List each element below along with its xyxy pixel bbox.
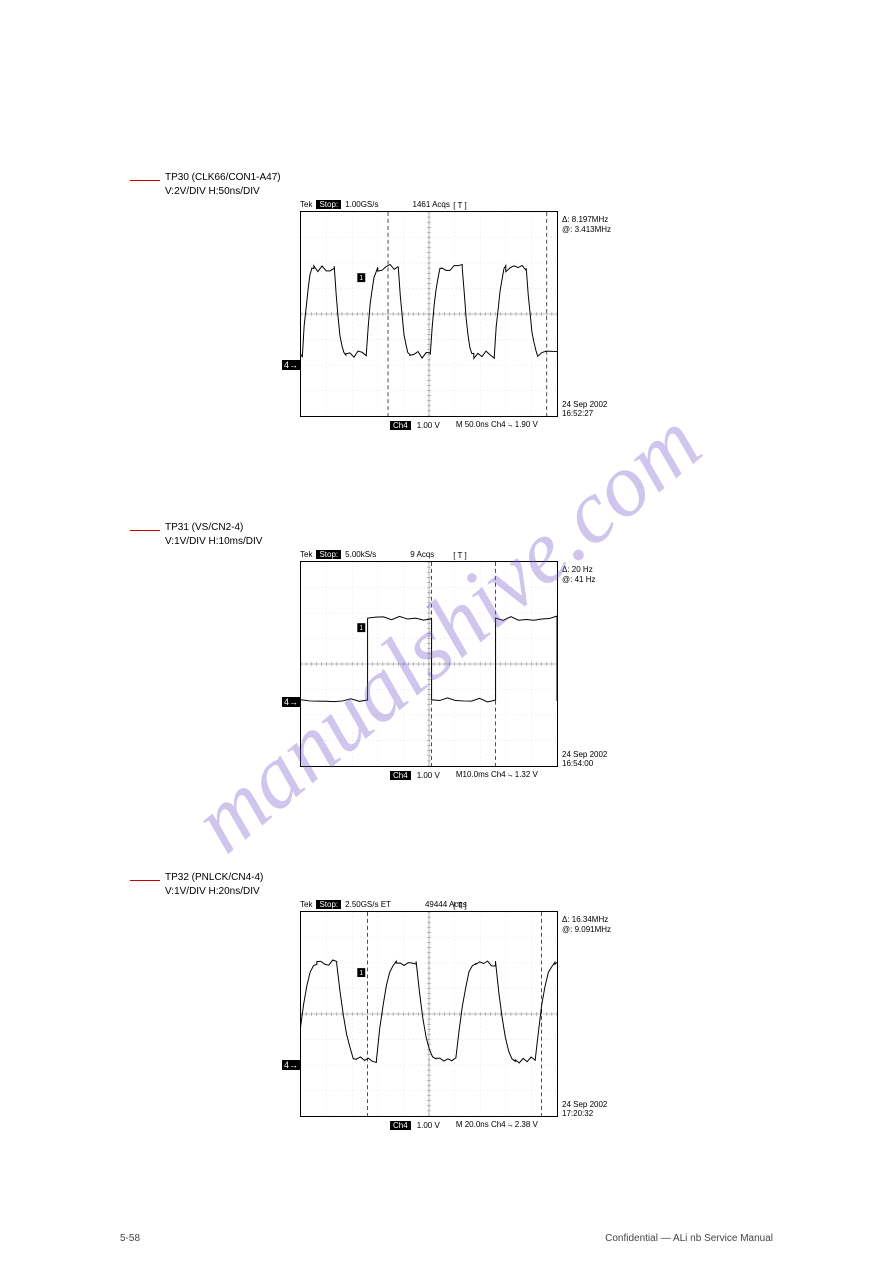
at-readout: @: 41 Hz [562,575,595,585]
at-readout: @: 9.091MHz [562,925,611,935]
gnd-marker: 4→ [282,1060,300,1070]
cursor-readout: Δ: 8.197MHz @: 3.413MHz [562,215,611,236]
scope-trace: 1 [301,212,557,416]
channel-badge: Ch4 [390,421,411,430]
tp32-scale: V:1V/DIV H:20ns/DIV [165,886,260,897]
scope-time: 16:54:00 [562,759,607,769]
page-number: 5-58 [120,1233,140,1244]
channel-badge: Ch4 [390,771,411,780]
scope-trace: 1 [301,562,557,766]
sample-rate: 1.00GS/s [345,200,378,209]
t-bracket: [ T ] [453,551,467,560]
scope-tp31: Tek Stop: 5.00kS/s 9 Acqs [ T ] 1 4→ Δ: … [300,550,620,780]
acqs-count: 9 Acqs [410,550,434,559]
t-bracket: [ T ] [453,201,467,210]
tek-label: Tek [300,550,312,559]
svg-text:1: 1 [359,625,363,632]
t-bracket: [ T ] [453,901,467,910]
scope-frame: 1 [300,561,558,767]
tp30-scale: V:2V/DIV H:50ns/DIV [165,186,260,197]
tp31-label: TP31 (VS/CN2-4) [165,522,243,533]
scope-bottom-bar: Ch4 1.00 V M 50.0ns Ch4 ⨫ 1.90 V [390,420,620,430]
gnd-marker: 4→ [282,697,300,707]
cursor-readout: Δ: 16.34MHz @: 9.091MHz [562,915,611,936]
svg-text:1: 1 [359,275,363,282]
scope-time: 16:52:27 [562,409,607,419]
acqs-count: 1461 Acqs [413,200,450,209]
scope-frame: 1 [300,211,558,417]
scope-tp30: Tek Stop: 1.00GS/s 1461 Acqs [ T ] 1 4→ … [300,200,620,430]
scope-bottom-bar: Ch4 1.00 V M10.0ms Ch4 ⨫ 1.32 V [390,770,620,780]
stop-badge: Stop: [316,900,341,909]
scope-date: 24 Sep 2002 [562,400,607,410]
tp30-label: TP30 (CLK66/CON1-A47) [165,172,281,183]
timebase-readout: M 20.0ns Ch4 ⨫ 2.38 V [456,1120,538,1130]
tek-label: Tek [300,200,312,209]
section-redline [130,880,160,881]
stop-badge: Stop: [316,200,341,209]
channel-scale: 1.00 V [417,771,440,780]
delta-readout: Δ: 8.197MHz [562,215,611,225]
section-redline [130,180,160,181]
section-redline [130,530,160,531]
tek-label: Tek [300,900,312,909]
scope-time: 17:20:32 [562,1109,607,1119]
scope-date: 24 Sep 2002 [562,750,607,760]
stop-badge: Stop: [316,550,341,559]
tp31-scale: V:1V/DIV H:10ms/DIV [165,536,262,547]
gnd-marker: 4→ [282,360,300,370]
channel-scale: 1.00 V [417,1121,440,1130]
channel-scale: 1.00 V [417,421,440,430]
scope-tp32: Tek Stop: 2.50GS/s ET 49444 Acqs [ T ] 1… [300,900,620,1130]
timestamp: 24 Sep 2002 17:20:32 [562,1100,607,1119]
timebase-readout: M 50.0ns Ch4 ⨫ 1.90 V [456,420,538,430]
scope-trace: 1 [301,912,557,1116]
tp32-label: TP32 (PNLCK/CN4-4) [165,872,263,883]
sample-rate: 2.50GS/s ET [345,900,391,909]
timebase-readout: M10.0ms Ch4 ⨫ 1.32 V [456,770,538,780]
timestamp: 24 Sep 2002 16:54:00 [562,750,607,769]
scope-bottom-bar: Ch4 1.00 V M 20.0ns Ch4 ⨫ 2.38 V [390,1120,620,1130]
timestamp: 24 Sep 2002 16:52:27 [562,400,607,419]
svg-text:1: 1 [359,970,363,977]
at-readout: @: 3.413MHz [562,225,611,235]
delta-readout: Δ: 20 Hz [562,565,595,575]
footer-text: Confidential — ALi nb Service Manual [605,1233,773,1244]
sample-rate: 5.00kS/s [345,550,376,559]
channel-badge: Ch4 [390,1121,411,1130]
scope-date: 24 Sep 2002 [562,1100,607,1110]
scope-frame: 1 [300,911,558,1117]
cursor-readout: Δ: 20 Hz @: 41 Hz [562,565,595,586]
delta-readout: Δ: 16.34MHz [562,915,611,925]
